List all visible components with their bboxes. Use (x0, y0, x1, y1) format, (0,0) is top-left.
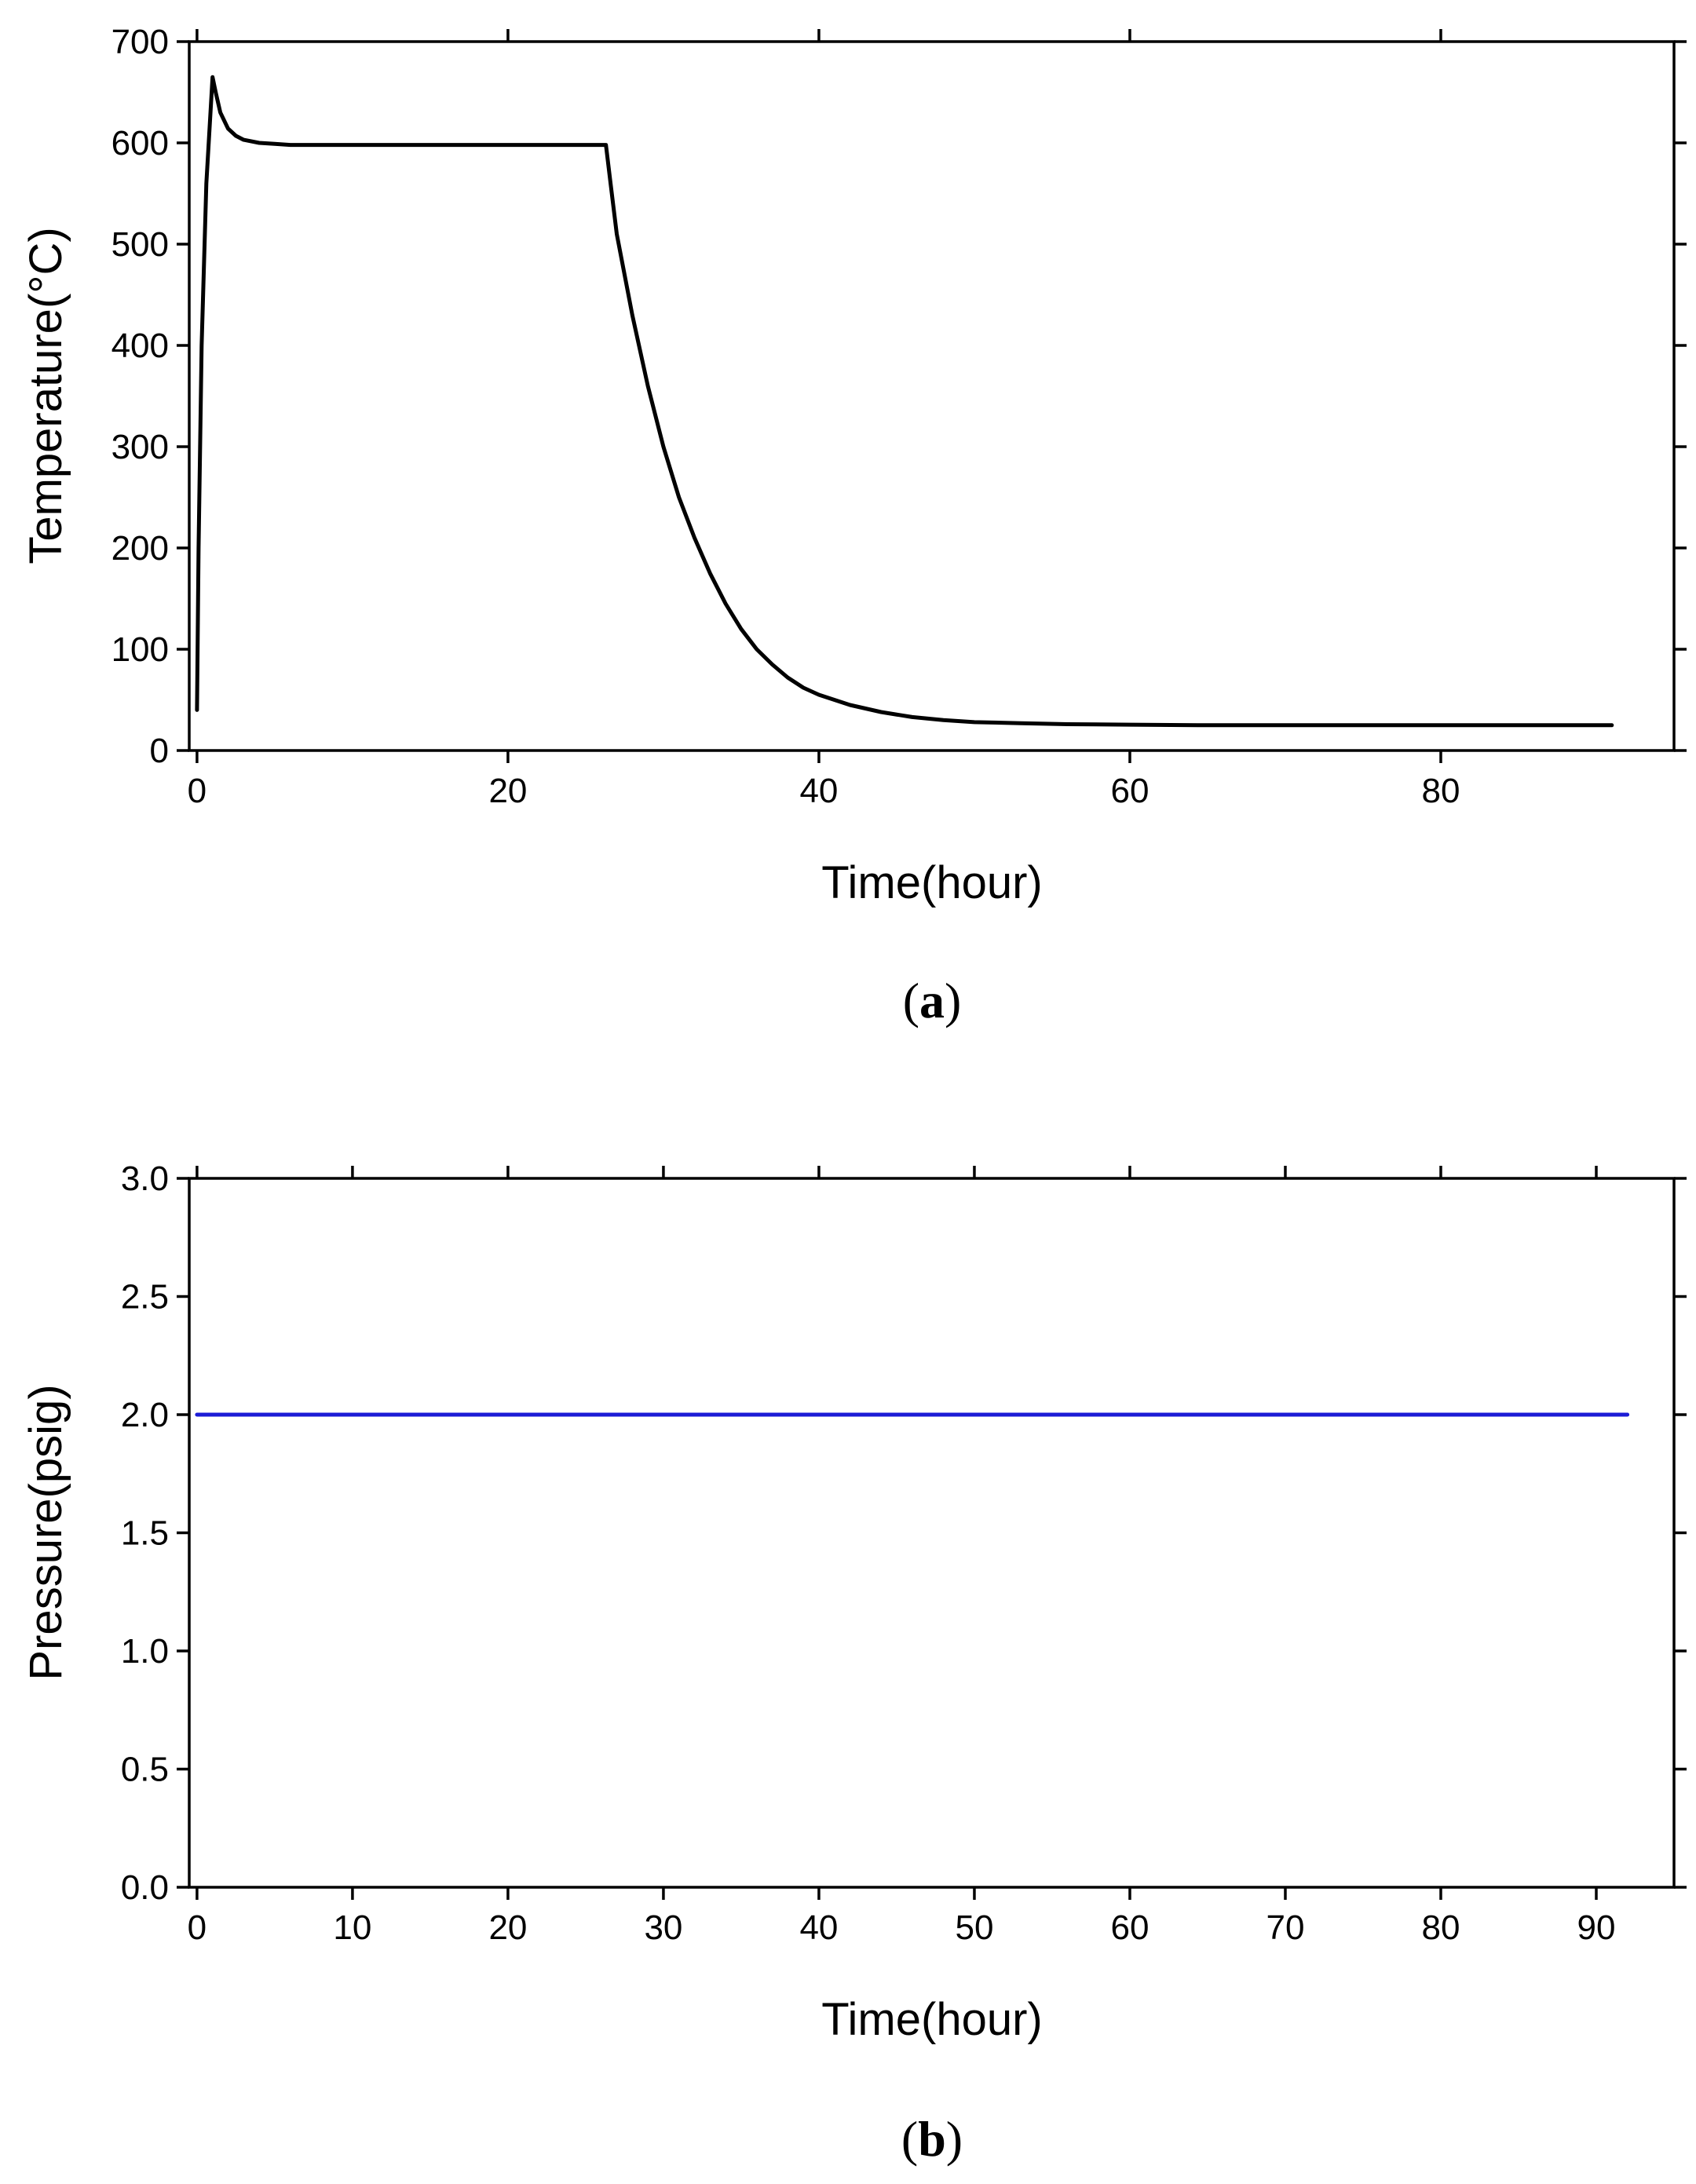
x-tick-label: 80 (1422, 772, 1460, 810)
panel-a-temperature-chart: 0 20 40 60 80 0 100 200 300 400 500 600 700 Time(ho… (20, 23, 1687, 1028)
panel-b-caption-letter: b (918, 2111, 946, 2167)
panel-b-x-ticks: 0 10 20 30 40 50 60 70 80 90 (188, 1166, 1616, 1947)
temperature-series-line (195, 75, 1614, 728)
panel-a-y-axis-label: Temperature(°C) (20, 227, 71, 564)
x-tick-label: 70 (1266, 1908, 1304, 1947)
x-tick-label: 0 (188, 1908, 207, 1947)
y-tick-label: 0 (150, 732, 169, 770)
y-tick-label: 1.5 (121, 1514, 169, 1553)
y-tick-label: 3.0 (121, 1160, 169, 1198)
x-tick-label: 30 (644, 1908, 682, 1947)
panel-b-y-ticks: 0.0 0.5 1.0 1.5 2.0 2.5 3.0 (121, 1160, 1687, 1907)
panel-b-y-axis-label: Pressure(psig) (20, 1384, 71, 1680)
y-tick-label: 600 (111, 124, 169, 163)
y-tick-label: 2.5 (121, 1278, 169, 1317)
panel-a-caption-letter: a (919, 973, 945, 1028)
x-tick-label: 50 (955, 1908, 993, 1947)
x-tick-label: 40 (799, 772, 838, 810)
panel-a-y-ticks: 0 100 200 300 400 500 600 700 (111, 23, 1687, 770)
y-tick-label: 400 (111, 327, 169, 365)
x-tick-label: 20 (488, 1908, 527, 1947)
y-tick-label: 300 (111, 428, 169, 466)
panel-a-x-axis-label: Time(hour) (821, 857, 1042, 908)
y-tick-label: 2.0 (121, 1396, 169, 1434)
panel-b-x-axis-label: Time(hour) (821, 1994, 1042, 2045)
x-tick-label: 80 (1422, 1908, 1460, 1947)
panel-b-caption: (b) (901, 2111, 963, 2167)
y-tick-label: 500 (111, 225, 169, 264)
x-tick-label: 90 (1577, 1908, 1616, 1947)
panel-b-plot-frame (188, 1177, 1676, 1889)
panel-a-plot-frame (188, 40, 1676, 752)
x-tick-label: 60 (1110, 772, 1149, 810)
y-tick-label: 100 (111, 630, 169, 669)
panel-b-pressure-chart: 0 10 20 30 40 50 60 70 80 90 0.0 0.5 1.0 1.5 2.0 2.5 3.… (20, 1160, 1687, 2167)
x-tick-label: 10 (333, 1908, 371, 1947)
x-tick-label: 0 (188, 772, 207, 810)
panel-a-series (195, 75, 1614, 728)
x-tick-label: 60 (1110, 1908, 1149, 1947)
panel-a-x-ticks: 0 20 40 60 80 (188, 29, 1460, 810)
y-tick-label: 0.0 (121, 1868, 169, 1907)
x-tick-label: 40 (799, 1908, 838, 1947)
panel-a-caption: (a) (903, 973, 962, 1028)
y-tick-label: 0.5 (121, 1751, 169, 1789)
y-tick-label: 700 (111, 23, 169, 61)
x-tick-label: 20 (488, 772, 527, 810)
y-tick-label: 1.0 (121, 1632, 169, 1671)
y-tick-label: 200 (111, 529, 169, 568)
